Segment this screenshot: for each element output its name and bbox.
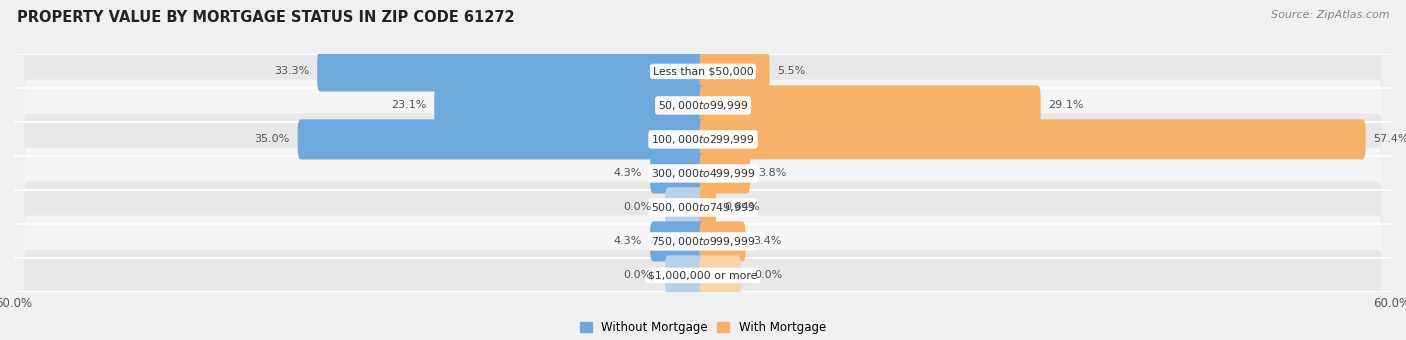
Text: $300,000 to $499,999: $300,000 to $499,999 (651, 167, 755, 180)
FancyBboxPatch shape (24, 80, 1382, 131)
FancyBboxPatch shape (650, 221, 706, 261)
FancyBboxPatch shape (434, 85, 706, 125)
Text: 35.0%: 35.0% (254, 134, 290, 144)
FancyBboxPatch shape (700, 85, 1040, 125)
Legend: Without Mortgage, With Mortgage: Without Mortgage, With Mortgage (575, 317, 831, 339)
FancyBboxPatch shape (700, 255, 741, 295)
FancyBboxPatch shape (24, 182, 1382, 233)
Text: $50,000 to $99,999: $50,000 to $99,999 (658, 99, 748, 112)
FancyBboxPatch shape (665, 255, 706, 295)
FancyBboxPatch shape (700, 153, 749, 193)
Text: $100,000 to $299,999: $100,000 to $299,999 (651, 133, 755, 146)
Text: 5.5%: 5.5% (778, 66, 806, 76)
Text: 3.8%: 3.8% (758, 168, 786, 179)
FancyBboxPatch shape (700, 119, 1365, 159)
Text: Source: ZipAtlas.com: Source: ZipAtlas.com (1271, 10, 1389, 20)
FancyBboxPatch shape (318, 51, 706, 91)
FancyBboxPatch shape (24, 46, 1382, 97)
Text: PROPERTY VALUE BY MORTGAGE STATUS IN ZIP CODE 61272: PROPERTY VALUE BY MORTGAGE STATUS IN ZIP… (17, 10, 515, 25)
FancyBboxPatch shape (24, 148, 1382, 199)
Text: $500,000 to $749,999: $500,000 to $749,999 (651, 201, 755, 214)
Text: $1,000,000 or more: $1,000,000 or more (648, 270, 758, 280)
Text: 0.0%: 0.0% (623, 270, 651, 280)
Text: 57.4%: 57.4% (1374, 134, 1406, 144)
FancyBboxPatch shape (700, 187, 716, 227)
Text: 0.0%: 0.0% (623, 202, 651, 212)
Text: 4.3%: 4.3% (614, 236, 643, 246)
Text: 33.3%: 33.3% (274, 66, 309, 76)
Text: Less than $50,000: Less than $50,000 (652, 66, 754, 76)
FancyBboxPatch shape (700, 221, 745, 261)
Text: 0.0%: 0.0% (755, 270, 783, 280)
Text: 3.4%: 3.4% (754, 236, 782, 246)
FancyBboxPatch shape (24, 114, 1382, 165)
FancyBboxPatch shape (298, 119, 706, 159)
Text: 29.1%: 29.1% (1049, 100, 1084, 110)
FancyBboxPatch shape (700, 51, 769, 91)
Text: 4.3%: 4.3% (614, 168, 643, 179)
FancyBboxPatch shape (24, 250, 1382, 301)
FancyBboxPatch shape (665, 187, 706, 227)
FancyBboxPatch shape (24, 216, 1382, 267)
Text: 0.84%: 0.84% (724, 202, 759, 212)
Text: 23.1%: 23.1% (391, 100, 426, 110)
FancyBboxPatch shape (650, 153, 706, 193)
Text: $750,000 to $999,999: $750,000 to $999,999 (651, 235, 755, 248)
